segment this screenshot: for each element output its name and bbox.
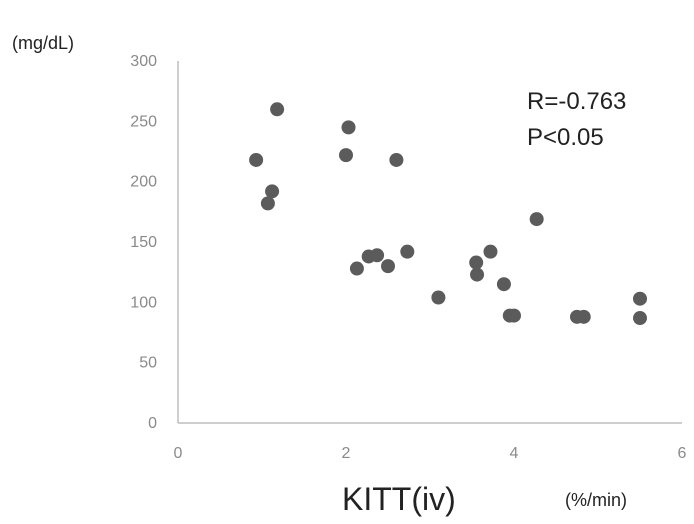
scatter-point bbox=[483, 244, 498, 259]
scatter-point bbox=[400, 244, 415, 259]
scatter-point bbox=[270, 102, 285, 117]
scatter-point bbox=[469, 255, 484, 270]
y-tick-label: 200 bbox=[130, 174, 157, 191]
scatter-point bbox=[370, 248, 385, 263]
x-tick-label: 2 bbox=[342, 445, 351, 462]
scatter-point bbox=[381, 259, 395, 274]
correlation-annotation: R=-0.763 bbox=[527, 88, 626, 115]
scatter-point bbox=[633, 311, 647, 326]
x-tick-label: 6 bbox=[678, 445, 687, 462]
y-tick-label: 50 bbox=[139, 355, 157, 372]
x-tick-label: 0 bbox=[174, 445, 183, 462]
scatter-point bbox=[339, 148, 353, 163]
x-tick-label: 4 bbox=[510, 445, 519, 462]
y-unit-label: (mg/dL) bbox=[12, 33, 74, 53]
scatter-point bbox=[249, 152, 264, 167]
scatter-point bbox=[507, 308, 521, 323]
y-tick-label: 150 bbox=[130, 234, 157, 251]
y-tick-label: 250 bbox=[130, 113, 157, 130]
scatter-point bbox=[431, 290, 446, 305]
scatter-point bbox=[341, 120, 356, 135]
scatter-point bbox=[633, 291, 647, 306]
scatter-point bbox=[349, 261, 364, 276]
x-unit-label: (%/min) bbox=[565, 490, 627, 510]
scatter-point bbox=[470, 267, 485, 282]
scatter-point bbox=[260, 196, 275, 211]
y-tick-label: 0 bbox=[148, 415, 157, 432]
y-tick-label: 100 bbox=[130, 294, 157, 311]
scatter-point bbox=[265, 184, 280, 199]
scatter-point bbox=[576, 309, 591, 324]
x-axis-label: KITT(iv) bbox=[342, 481, 456, 517]
scatter-point bbox=[389, 152, 404, 167]
p-value-annotation: P<0.05 bbox=[527, 124, 604, 151]
scatter-point bbox=[496, 277, 511, 292]
scatter-point bbox=[529, 212, 544, 227]
y-tick-label: 300 bbox=[130, 53, 157, 70]
